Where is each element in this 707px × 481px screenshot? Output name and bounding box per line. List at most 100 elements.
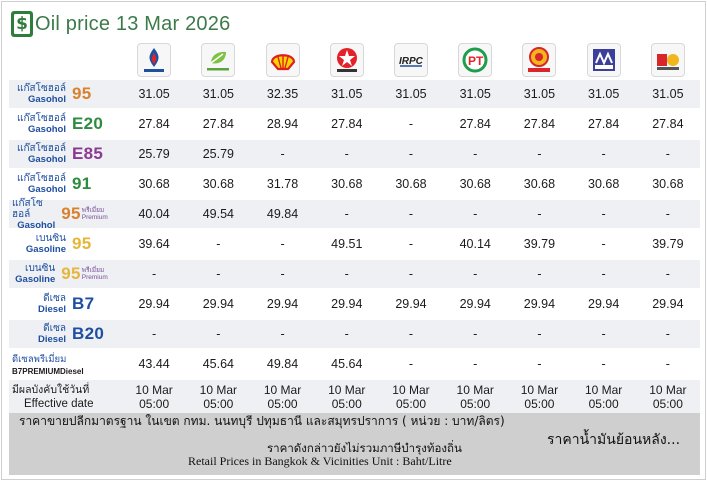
effective-date-cell: 10 Mar 05:00 xyxy=(635,378,700,413)
price-cell: - xyxy=(443,198,508,229)
price-cell: - xyxy=(250,258,315,289)
effective-date: 10 Mar xyxy=(456,382,494,397)
fuel-label: ดีเซล Diesel B20 xyxy=(9,318,122,349)
price-cell: 29.94 xyxy=(250,288,315,319)
effective-time: 05:00 xyxy=(395,396,426,411)
fuel-eng-name: Gasohol xyxy=(27,124,66,135)
fuel-grade-code: E20 xyxy=(72,114,104,133)
price-cell: 31.05 xyxy=(186,78,251,109)
fuel-label: แก๊สโซฮอล์ Gasohol E20 xyxy=(9,108,122,139)
effective-date-label-thai: มีผลบังคับใช้วันที่ xyxy=(12,383,90,396)
price-cell: - xyxy=(378,108,444,139)
price-cell: - xyxy=(378,348,444,379)
fuel-grade-code: 95 xyxy=(61,264,81,283)
price-cell: 39.64 xyxy=(122,228,187,259)
shell-logo-icon[interactable] xyxy=(265,42,300,77)
effective-date-row: มีผลบังคับใช้วันที่ Effective date 10 Mar 0… xyxy=(9,378,700,413)
fuel-grade-code: 95 xyxy=(61,204,81,223)
fuel-eng-name: Gasohol xyxy=(27,184,66,195)
effective-date-cell: 10 Mar 05:00 xyxy=(314,378,379,413)
table-row: ดีเซล Diesel B7 29.94 29.94 29.94 29.94 29.94 29… xyxy=(9,288,700,319)
price-cell: - xyxy=(250,318,315,349)
pure-logo-icon[interactable] xyxy=(586,42,621,77)
price-cell: - xyxy=(635,318,700,349)
price-cell: - xyxy=(635,198,700,229)
fuel-grade-code: 91 xyxy=(72,174,92,193)
price-cell: 29.94 xyxy=(122,288,187,319)
price-cell: 31.05 xyxy=(378,78,444,109)
fuel-eng-name: Gasohol xyxy=(17,219,56,231)
price-cell: 39.79 xyxy=(635,228,700,259)
price-cell: 30.68 xyxy=(186,168,251,199)
price-cell: - xyxy=(186,228,251,259)
brand-logo-row: IRPC PT xyxy=(9,41,700,79)
price-cell: - xyxy=(635,258,700,289)
price-cell: - xyxy=(571,258,636,289)
table-row: แก๊สโซฮอล์ Gasohol E85 25.79 25.79- - - - - - - xyxy=(9,138,700,169)
effective-time: 05:00 xyxy=(588,396,619,411)
price-cell: 29.94 xyxy=(507,288,572,319)
fuel-label: ดีเซลพรีเมี่ยม B7PREMIUMDiesel xyxy=(9,348,122,379)
price-cell: - xyxy=(378,318,444,349)
price-cell: 45.64 xyxy=(314,348,379,379)
premium-tag: พรีเมี่ยม Premium xyxy=(81,267,108,281)
price-cell: 30.68 xyxy=(378,168,444,199)
price-cell: - xyxy=(507,348,572,379)
effective-date: 10 Mar xyxy=(584,382,623,397)
price-cell: 29.94 xyxy=(314,288,379,319)
price-cell: - xyxy=(250,228,315,259)
price-cell: - xyxy=(250,138,315,169)
price-cell: - xyxy=(507,318,572,349)
price-cell: 27.84 xyxy=(122,108,187,139)
effective-date-label: มีผลบังคับใช้วันที่ Effective date xyxy=(9,378,122,413)
fuel-label: เบนซิน Gasoline 95 xyxy=(9,228,122,259)
brand-cell xyxy=(572,41,636,79)
fuel-thai-name: แก๊สโซฮอล์ xyxy=(17,143,66,154)
effective-time: 05:00 xyxy=(331,396,362,411)
bangchak-logo-icon[interactable] xyxy=(201,42,236,77)
susco-logo-icon[interactable] xyxy=(522,42,557,77)
price-cell: 40.04 xyxy=(122,198,187,229)
price-cell: - xyxy=(443,258,508,289)
price-cell: 31.05 xyxy=(443,78,508,109)
other-station-logo-icon[interactable] xyxy=(650,42,685,77)
caltex-logo-icon[interactable] xyxy=(329,42,364,77)
price-cell: 27.84 xyxy=(635,108,700,139)
brand-cell xyxy=(186,41,250,79)
price-cell: - xyxy=(443,138,508,169)
pt-logo-icon[interactable]: PT xyxy=(458,42,493,77)
fuel-thai-name: แก๊สโซฮอล์ xyxy=(12,197,43,220)
price-cell: - xyxy=(378,228,444,259)
fuel-label: แก๊สโซฮอล์ Gasohol 91 xyxy=(9,168,122,199)
price-cell: 25.79 xyxy=(122,138,187,169)
price-cell: 39.79 xyxy=(507,228,572,259)
price-cell: - xyxy=(443,348,508,379)
ptt-logo-icon[interactable] xyxy=(137,42,172,77)
effective-date: 10 Mar xyxy=(199,382,237,397)
effective-date-cell: 10 Mar 05:00 xyxy=(186,378,251,413)
irpc-logo-icon[interactable]: IRPC xyxy=(393,42,428,77)
fuel-label: ดีเซล Diesel B7 xyxy=(9,288,122,319)
brand-cell xyxy=(315,41,379,79)
price-cell: 29.94 xyxy=(443,288,508,319)
price-cell: 27.84 xyxy=(507,108,572,139)
table-row: แก๊สโซฮอล์ Gasohol 95 พรีเมี่ยม Premium 40.0… xyxy=(9,197,700,231)
effective-date-cell: 10 Mar 05:00 xyxy=(250,378,315,413)
premium-tag: พรีเมี่ยม Premium xyxy=(81,207,108,221)
fuel-thai-name: แก๊สโซฮอล์ xyxy=(17,83,66,94)
price-history-link[interactable]: ราคาน้ำมันย้อนหลัง... xyxy=(547,432,681,448)
fuel-label: แก๊สโซฮอล์ Gasohol 95 พรีเมี่ยม Premium xyxy=(9,197,122,231)
price-cell: - xyxy=(314,198,379,229)
brand-cell xyxy=(507,41,571,79)
effective-time: 05:00 xyxy=(203,396,234,411)
price-cell: - xyxy=(571,348,636,379)
price-cell: 49.51 xyxy=(314,228,379,259)
price-cell: 49.84 xyxy=(250,348,315,379)
effective-date-cell: 10 Mar 05:00 xyxy=(122,378,187,413)
price-cell: 27.84 xyxy=(443,108,508,139)
price-cell: 31.05 xyxy=(571,78,636,109)
effective-time: 05:00 xyxy=(524,396,555,411)
fuel-eng-name: Diesel xyxy=(38,304,66,315)
table-row: ดีเซลพรีเมี่ยม B7PREMIUMDiesel 43.44 45.64 4… xyxy=(9,348,700,379)
